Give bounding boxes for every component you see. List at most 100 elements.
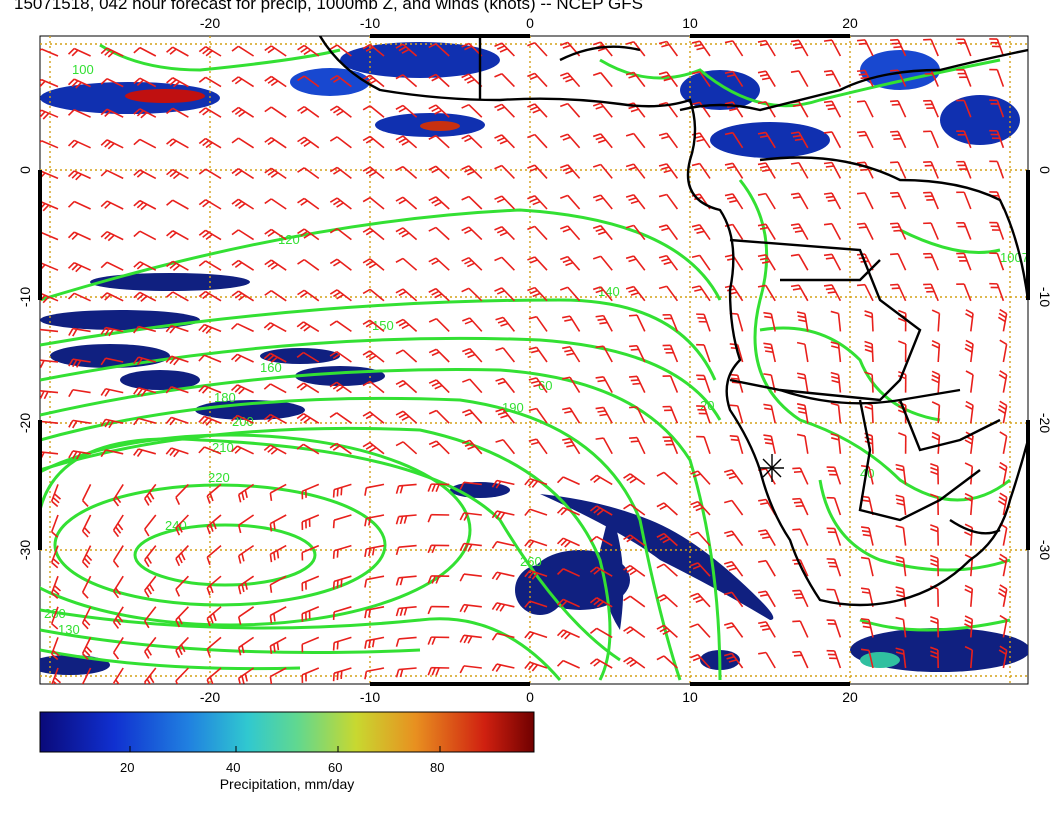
wind-barb xyxy=(237,483,255,503)
wind-barb xyxy=(462,317,483,332)
wind-barb xyxy=(956,160,972,179)
wind-barb xyxy=(662,436,679,455)
wind-barb xyxy=(662,375,679,393)
lon-tick-top: -20 xyxy=(200,15,220,31)
wind-barb xyxy=(625,132,646,149)
wind-barb xyxy=(297,289,320,302)
wind-barb xyxy=(67,170,91,181)
wind-barb xyxy=(556,659,580,669)
wind-barb xyxy=(112,575,124,599)
wind-barb xyxy=(691,40,711,57)
wind-barb xyxy=(830,310,842,332)
wind-barb xyxy=(890,222,907,240)
wind-barb xyxy=(494,164,515,179)
wind-barb xyxy=(691,162,711,179)
wind-barb xyxy=(592,163,613,179)
wind-barb xyxy=(462,378,483,394)
wind-barb xyxy=(556,506,580,516)
lat-tick-left: -30 xyxy=(17,540,33,560)
wind-barb xyxy=(556,537,580,548)
wind-barb xyxy=(823,69,842,87)
wind-barb xyxy=(589,505,613,516)
wind-barb xyxy=(930,524,939,546)
wind-barb xyxy=(999,614,1008,638)
wind-barb xyxy=(40,328,59,333)
wind-barb xyxy=(629,344,646,363)
wind-barb xyxy=(724,499,744,516)
wind-barb xyxy=(890,100,907,118)
coastlines xyxy=(318,36,1028,607)
wind-barb xyxy=(656,532,678,547)
wind-barb xyxy=(524,630,548,640)
wind-barb xyxy=(528,346,548,363)
wind-barb xyxy=(362,258,385,271)
wind-barb xyxy=(792,589,809,608)
wind-barb xyxy=(662,405,679,424)
wind-barb xyxy=(956,191,972,210)
wind-barb xyxy=(395,74,418,88)
wind-barb xyxy=(297,228,320,241)
wind-barb xyxy=(629,314,646,332)
wind-barb xyxy=(931,309,941,332)
wind-barb xyxy=(175,575,189,597)
wind-barb xyxy=(856,130,874,149)
wind-barb xyxy=(662,344,679,363)
lat-tick-left: -10 xyxy=(17,287,33,307)
wind-barb xyxy=(823,39,842,57)
wind-barb xyxy=(67,47,91,57)
wind-barb xyxy=(823,222,842,240)
wind-barb xyxy=(428,196,450,210)
wind-barb xyxy=(658,285,679,302)
wind-barb xyxy=(494,72,515,88)
wind-barb xyxy=(100,169,124,180)
wind-barb xyxy=(112,514,124,538)
wind-barb xyxy=(658,163,679,179)
wind-barb xyxy=(864,371,874,393)
wind-barb xyxy=(165,324,189,334)
wind-barb xyxy=(237,636,255,656)
wind-barb xyxy=(495,408,516,424)
wind-barb xyxy=(930,646,939,669)
wind-barb xyxy=(301,606,320,622)
wind-barb xyxy=(524,539,548,548)
wind-barb xyxy=(595,376,613,393)
wind-barb xyxy=(329,44,352,57)
wind-barb xyxy=(724,469,744,485)
wind-barb xyxy=(112,606,124,629)
wind-barb xyxy=(198,46,222,57)
wind-barb xyxy=(527,286,548,302)
contour-label: 260 xyxy=(520,554,542,569)
wind-barb xyxy=(269,575,287,593)
wind-barb xyxy=(758,529,776,547)
wind-barb xyxy=(758,621,776,638)
wind-barb xyxy=(895,555,907,577)
wind-barb xyxy=(198,260,222,271)
wind-barb xyxy=(895,494,907,516)
wind-barb xyxy=(890,253,907,271)
wind-barb xyxy=(494,195,515,210)
wind-barb xyxy=(81,637,93,660)
wind-barb xyxy=(860,556,874,577)
wind-barb xyxy=(724,70,744,88)
wind-barb xyxy=(527,103,548,118)
wind-barb xyxy=(998,370,1008,393)
contour-label: 220 xyxy=(208,470,230,485)
wind-barb xyxy=(144,514,157,537)
wind-barb xyxy=(175,514,189,536)
wind-barb xyxy=(81,606,92,630)
wind-barb xyxy=(206,636,222,657)
wind-barb xyxy=(329,105,352,118)
wind-barb xyxy=(589,535,613,547)
wind-barb xyxy=(237,667,255,684)
wind-barb xyxy=(562,437,581,455)
wind-barb xyxy=(494,256,515,271)
wind-barb xyxy=(528,407,548,424)
wind-barb xyxy=(860,648,874,669)
wind-barb xyxy=(923,283,939,302)
wind-barb xyxy=(395,667,417,678)
colorbar-tick-label: 80 xyxy=(430,760,445,775)
station-marker xyxy=(760,454,784,482)
wind-barb xyxy=(362,227,385,241)
wind-barb xyxy=(923,252,939,271)
wind-barb xyxy=(592,194,613,210)
